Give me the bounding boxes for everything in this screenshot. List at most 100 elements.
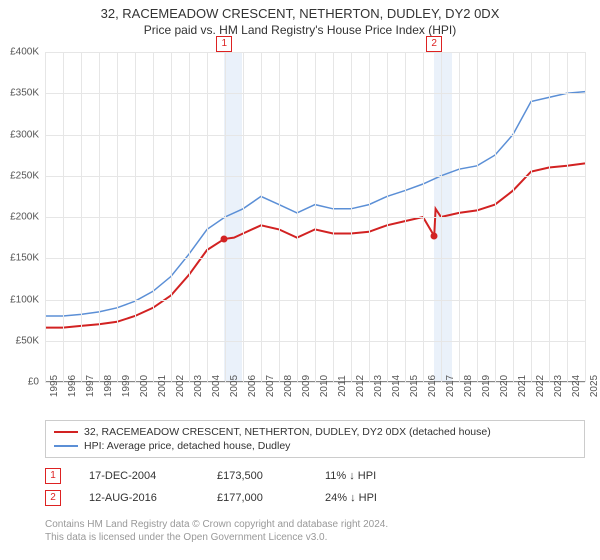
x-axis-tick-label: 2006	[247, 375, 258, 397]
gridline-vertical	[333, 52, 334, 382]
y-axis-tick-label: £0	[28, 377, 39, 388]
event-row: 1 17-DEC-2004 £173,500 11% ↓ HPI	[45, 465, 585, 487]
gridline-vertical	[99, 52, 100, 382]
event-point	[221, 235, 228, 242]
gridline-vertical	[207, 52, 208, 382]
gridline-vertical	[243, 52, 244, 382]
chart-title: 32, RACEMEADOW CRESCENT, NETHERTON, DUDL…	[0, 6, 600, 21]
event-marker-label: 1	[216, 36, 232, 52]
event-diff: 11% ↓ HPI	[325, 470, 425, 482]
y-axis-tick-label: £150K	[10, 253, 39, 264]
x-axis-tick-label: 2021	[517, 375, 528, 397]
gridline-vertical	[549, 52, 550, 382]
x-axis-tick-label: 2005	[229, 375, 240, 397]
legend-item: HPI: Average price, detached house, Dudl…	[54, 439, 576, 453]
y-axis-tick-label: £350K	[10, 88, 39, 99]
y-axis-tick-label: £400K	[10, 47, 39, 58]
event-date: 17-DEC-2004	[89, 470, 189, 482]
gridline-vertical	[81, 52, 82, 382]
x-axis-tick-label: 2013	[373, 375, 384, 397]
x-axis-tick-label: 2023	[553, 375, 564, 397]
legend-item: 32, RACEMEADOW CRESCENT, NETHERTON, DUDL…	[54, 425, 576, 439]
gridline-vertical	[279, 52, 280, 382]
chart-container: 32, RACEMEADOW CRESCENT, NETHERTON, DUDL…	[0, 0, 600, 560]
license-line: This data is licensed under the Open Gov…	[45, 531, 585, 544]
gridline-vertical	[387, 52, 388, 382]
event-price: £173,500	[217, 470, 297, 482]
gridline-vertical	[441, 52, 442, 382]
gridline-vertical	[531, 52, 532, 382]
x-axis-tick-label: 1995	[49, 375, 60, 397]
x-axis-tick-label: 2008	[283, 375, 294, 397]
gridline-vertical	[405, 52, 406, 382]
chart-subtitle: Price paid vs. HM Land Registry's House …	[0, 23, 600, 37]
plot-region: £0£50K£100K£150K£200K£250K£300K£350K£400…	[45, 52, 585, 382]
x-axis-tick-label: 2019	[481, 375, 492, 397]
x-axis-tick-label: 2001	[157, 375, 168, 397]
gridline-vertical	[45, 52, 46, 382]
x-axis-tick-label: 1999	[121, 375, 132, 397]
event-marker-label: 2	[426, 36, 442, 52]
gridline-vertical	[351, 52, 352, 382]
x-axis-tick-label: 2025	[589, 375, 600, 397]
y-axis-tick-label: £100K	[10, 294, 39, 305]
gridline-vertical	[189, 52, 190, 382]
gridline-vertical	[171, 52, 172, 382]
legend-box: 32, RACEMEADOW CRESCENT, NETHERTON, DUDL…	[45, 420, 585, 458]
y-axis-tick-label: £200K	[10, 212, 39, 223]
gridline-vertical	[567, 52, 568, 382]
y-axis-tick-label: £300K	[10, 129, 39, 140]
event-row: 212-AUG-2016£177,00024% ↓ HPI	[45, 487, 585, 509]
gridline-vertical	[369, 52, 370, 382]
gridline-vertical	[135, 52, 136, 382]
license-line: Contains HM Land Registry data © Crown c…	[45, 518, 585, 531]
y-axis-tick-label: £50K	[16, 335, 39, 346]
gridline-vertical	[459, 52, 460, 382]
gridline-vertical	[153, 52, 154, 382]
x-axis-tick-label: 2020	[499, 375, 510, 397]
x-axis-tick-label: 2016	[427, 375, 438, 397]
gridline-vertical	[297, 52, 298, 382]
x-axis-tick-label: 2004	[211, 375, 222, 397]
x-axis-tick-label: 2000	[139, 375, 150, 397]
x-axis-tick-label: 1998	[103, 375, 114, 397]
legend-label: HPI: Average price, detached house, Dudl…	[84, 440, 290, 452]
event-marker-box: 2	[45, 490, 61, 506]
license-text: Contains HM Land Registry data © Crown c…	[45, 518, 585, 544]
x-axis-tick-label: 2010	[319, 375, 330, 397]
gridline-vertical	[315, 52, 316, 382]
y-axis-tick-label: £250K	[10, 170, 39, 181]
x-axis-tick-label: 2014	[391, 375, 402, 397]
gridline-vertical	[117, 52, 118, 382]
event-marker-box: 1	[45, 468, 61, 484]
x-axis-tick-label: 2002	[175, 375, 186, 397]
gridline-vertical	[585, 52, 586, 382]
event-price: £177,000	[217, 492, 297, 504]
gridline-vertical	[225, 52, 226, 382]
x-axis-tick-label: 2011	[337, 375, 348, 397]
x-axis-tick-label: 1997	[85, 375, 96, 397]
x-axis-tick-label: 2015	[409, 375, 420, 397]
gridline-vertical	[495, 52, 496, 382]
x-axis-tick-label: 2018	[463, 375, 474, 397]
legend-swatch	[54, 431, 78, 433]
x-axis-tick-label: 2017	[445, 375, 456, 397]
title-block: 32, RACEMEADOW CRESCENT, NETHERTON, DUDL…	[0, 0, 600, 37]
gridline-vertical	[477, 52, 478, 382]
x-axis-tick-label: 1996	[67, 375, 78, 397]
legend-swatch	[54, 445, 78, 447]
gridline-vertical	[423, 52, 424, 382]
x-axis-tick-label: 2024	[571, 375, 582, 397]
chart-area: £0£50K£100K£150K£200K£250K£300K£350K£400…	[45, 52, 585, 382]
event-date: 12-AUG-2016	[89, 492, 189, 504]
x-axis-tick-label: 2012	[355, 375, 366, 397]
legend-label: 32, RACEMEADOW CRESCENT, NETHERTON, DUDL…	[84, 426, 491, 438]
gridline-vertical	[63, 52, 64, 382]
x-axis-tick-label: 2022	[535, 375, 546, 397]
x-axis-tick-label: 2007	[265, 375, 276, 397]
gridline-vertical	[513, 52, 514, 382]
event-point	[431, 232, 438, 239]
x-axis-tick-label: 2009	[301, 375, 312, 397]
gridline-vertical	[261, 52, 262, 382]
events-table: 1 17-DEC-2004 £173,500 11% ↓ HPI 2 12-AUG-201…	[45, 465, 585, 509]
